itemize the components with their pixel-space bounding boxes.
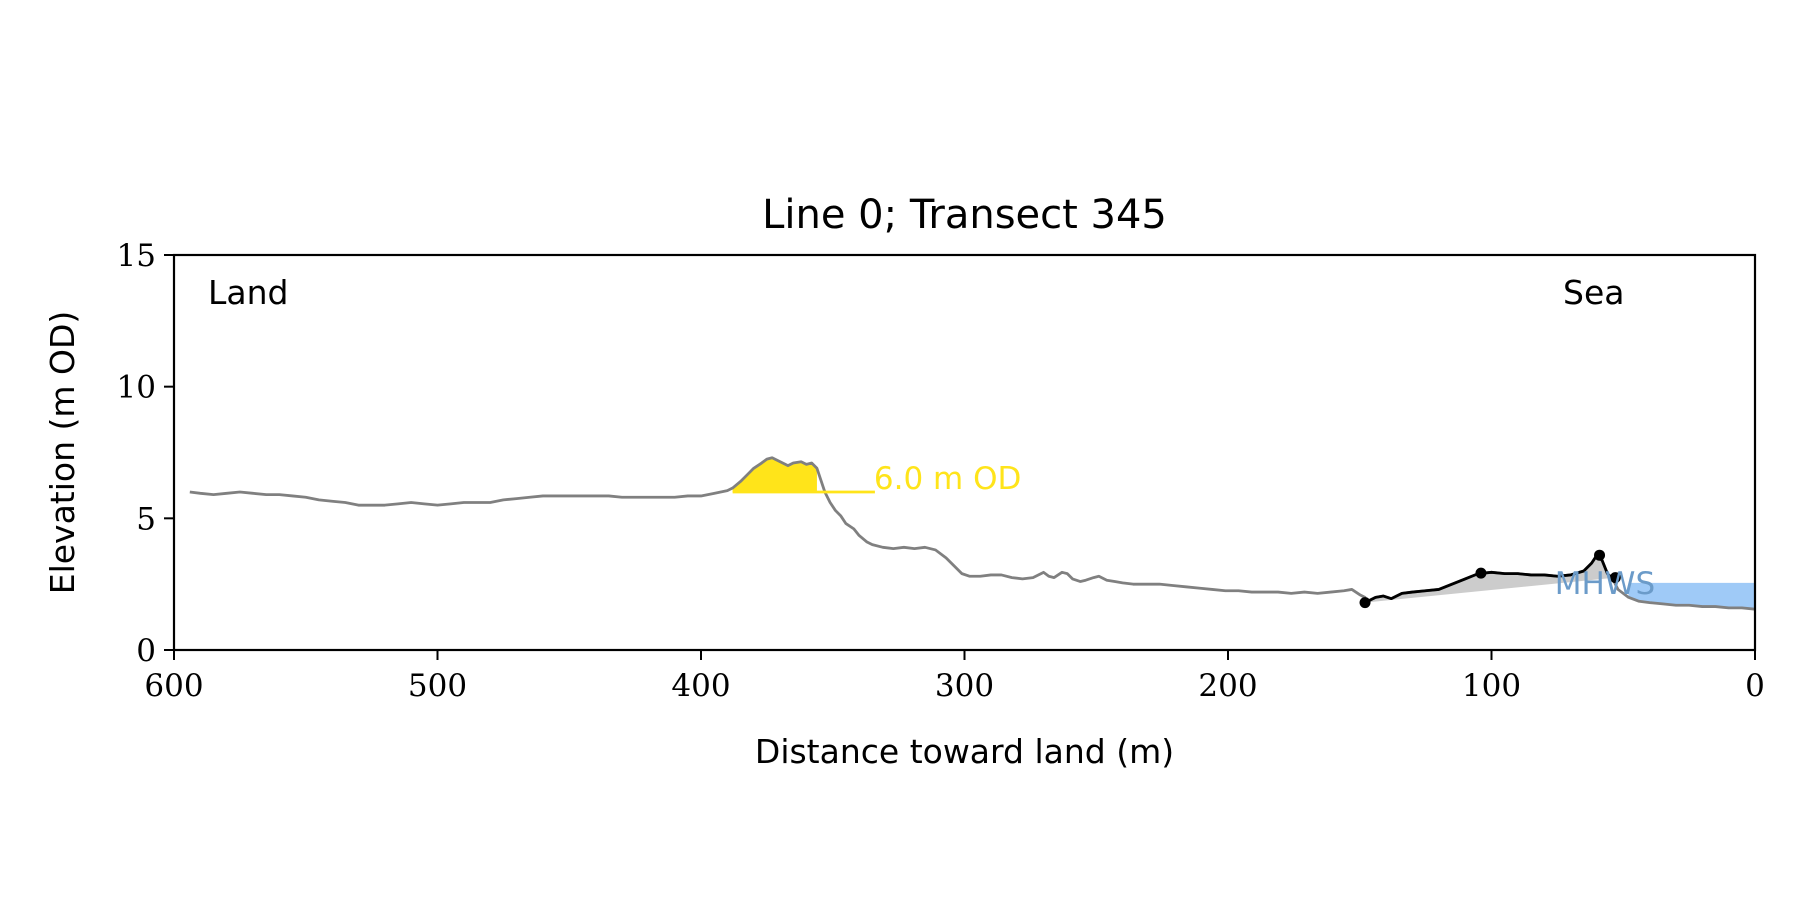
- y-tick-label: 15: [117, 238, 156, 274]
- chart-text-layer: Line 0; Transect 345 Distance toward lan…: [43, 192, 1655, 771]
- x-tick-label: 600: [144, 668, 203, 704]
- dune-level-label: 6.0 m OD: [874, 461, 1021, 497]
- dune-fill: [732, 457, 817, 492]
- beach-marker-point: [1359, 597, 1371, 609]
- x-tick-label: 500: [408, 668, 467, 704]
- chart-title: Line 0; Transect 345: [762, 192, 1167, 238]
- x-axis-label: Distance toward land (m): [755, 732, 1174, 771]
- y-axis: 0 5 10 15: [117, 238, 174, 669]
- marker-layer: [1359, 549, 1621, 609]
- x-tick-label: 400: [671, 668, 730, 704]
- y-tick-label: 5: [136, 501, 156, 537]
- x-axis: 600 500 400 300 200 100 0: [144, 650, 1765, 704]
- x-tick-label: 200: [1198, 668, 1257, 704]
- sea-label: Sea: [1563, 273, 1624, 312]
- beach-profile-line: [1364, 553, 1614, 604]
- land-label: Land: [208, 273, 288, 312]
- beach-marker-point: [1594, 549, 1606, 561]
- x-tick-label: 0: [1745, 668, 1765, 704]
- plot-frame: [172, 253, 1757, 652]
- y-axis-label: Elevation (m OD): [43, 311, 82, 595]
- beach-marker-point: [1609, 572, 1621, 584]
- x-tick-label: 100: [1462, 668, 1521, 704]
- mhws-label: MHWS: [1555, 566, 1655, 602]
- x-tick-label: 300: [935, 668, 994, 704]
- y-tick-label: 0: [136, 633, 156, 669]
- y-tick-label: 10: [117, 370, 156, 406]
- beach-marker-point: [1475, 567, 1487, 579]
